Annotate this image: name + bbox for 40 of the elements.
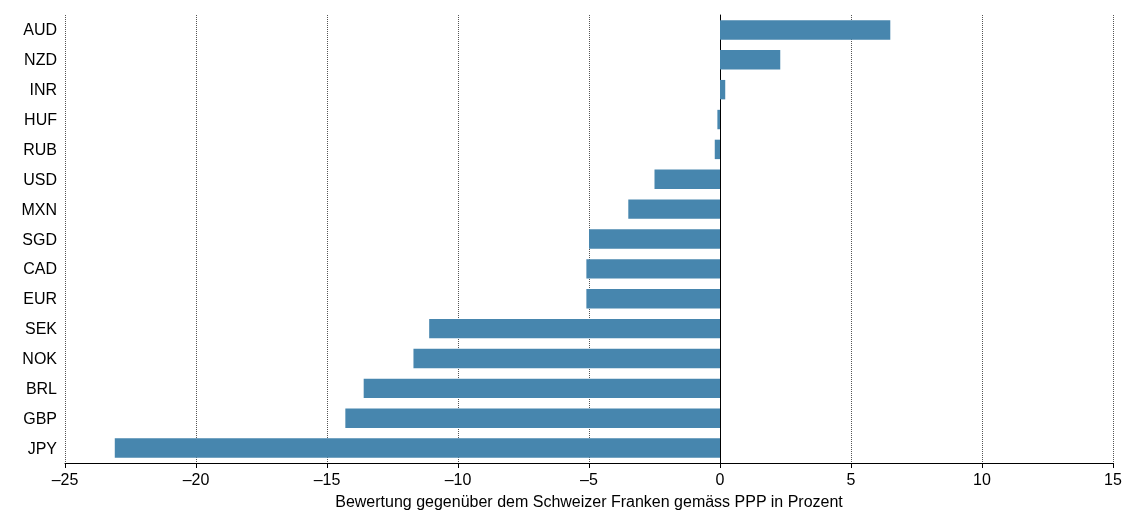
- y-tick-label: JPY: [27, 439, 58, 457]
- y-tick-label: CAD: [23, 260, 57, 278]
- x-tick-label: 10: [973, 470, 991, 488]
- y-tick-label: GBP: [23, 409, 57, 427]
- x-tick-label: –5: [580, 470, 598, 488]
- x-tick-label: –20: [182, 470, 210, 488]
- y-tick-label: NZD: [24, 51, 57, 69]
- bar: [413, 348, 720, 369]
- bar: [720, 79, 726, 100]
- x-tick-label: –15: [313, 470, 341, 488]
- bar: [586, 289, 720, 309]
- y-tick-label: USD: [23, 170, 57, 188]
- bar: [363, 378, 720, 399]
- bar: [586, 259, 720, 279]
- bar: [654, 169, 720, 189]
- y-tick-label: SEK: [24, 320, 58, 338]
- y-tick-label: HUF: [24, 111, 58, 129]
- x-tick-label: –10: [444, 470, 472, 488]
- bar: [720, 50, 781, 70]
- y-tick-label: NOK: [22, 349, 58, 367]
- bar: [589, 229, 720, 249]
- bar: [720, 20, 891, 40]
- bar: [114, 438, 720, 458]
- bar: [628, 199, 720, 219]
- bar: [714, 139, 720, 160]
- y-tick-label: SGD: [22, 230, 57, 248]
- bar: [717, 109, 720, 130]
- y-tick-label: BRL: [25, 379, 58, 397]
- bar: [345, 408, 720, 428]
- x-tick-label: –25: [51, 470, 79, 488]
- y-tick-label: INR: [29, 81, 57, 99]
- y-tick-label: AUD: [23, 21, 57, 39]
- x-tick-label: 15: [1104, 470, 1122, 488]
- x-tick-label: 0: [715, 470, 725, 488]
- y-tick-label: MXN: [21, 200, 57, 218]
- x-axis-title: Bewertung gegenüber dem Schweizer Franken gemäss PPP in Prozent: [335, 492, 844, 510]
- bar: [429, 318, 720, 339]
- y-tick-label: EUR: [23, 290, 57, 308]
- y-tick-label: RUB: [23, 140, 57, 158]
- x-tick-label: 5: [846, 470, 856, 488]
